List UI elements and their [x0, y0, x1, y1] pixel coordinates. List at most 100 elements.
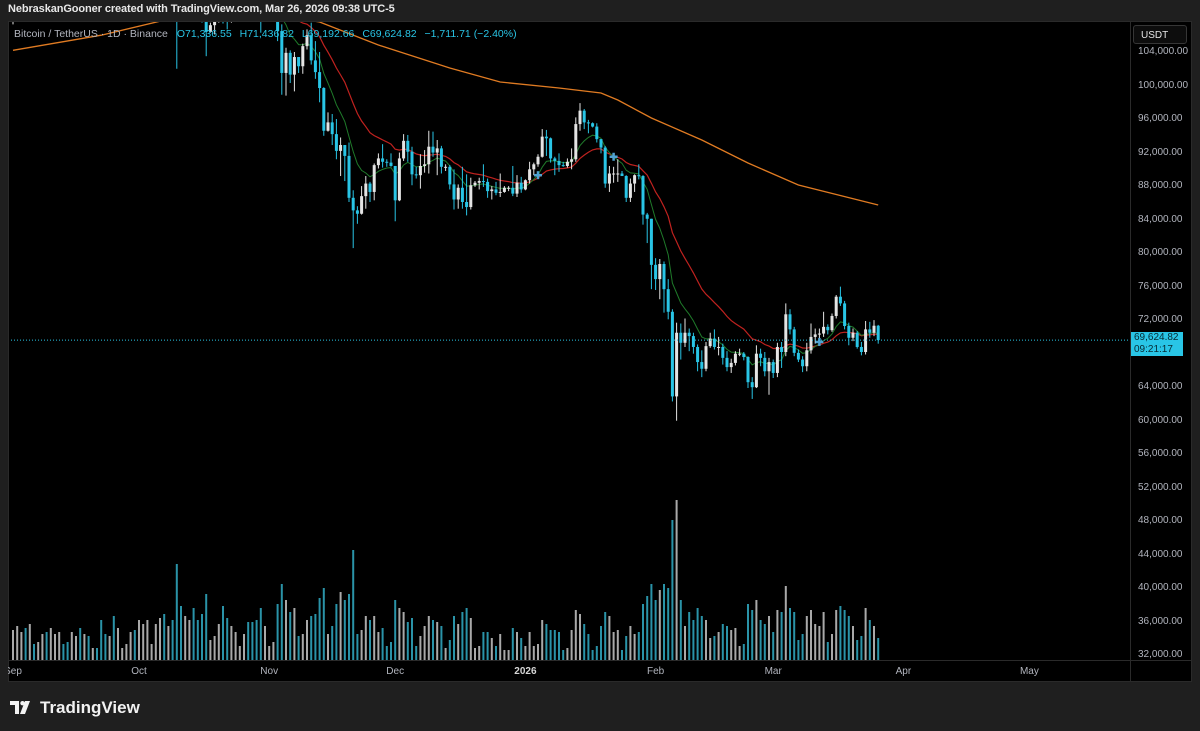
volume-bar [154, 624, 157, 660]
candle-body [515, 182, 519, 194]
volume-bar [625, 636, 628, 660]
volume-bar [66, 642, 69, 660]
volume-bar [679, 600, 682, 660]
volume-bar [58, 632, 61, 660]
volume-bar [146, 620, 149, 660]
candle-body [717, 346, 721, 348]
volume-bar [486, 632, 489, 660]
candle-body [553, 158, 557, 161]
volume-bar [377, 632, 380, 660]
volume-bar [385, 646, 388, 660]
volume-bar [700, 616, 703, 660]
last-price-value: 69,624.82 [1134, 332, 1179, 344]
volume-bar [755, 600, 758, 660]
volume-bar [772, 632, 775, 660]
volume-bar [579, 614, 581, 660]
volume-bar [159, 618, 161, 660]
candle-body [679, 332, 683, 343]
candle-body [406, 140, 410, 152]
volume-bar [163, 614, 166, 660]
candle-body [549, 138, 553, 159]
volume-bar [524, 646, 527, 660]
volume-bar [826, 642, 829, 660]
volume-bar [721, 624, 724, 660]
volume-bar [688, 612, 691, 660]
volume-bar [642, 604, 644, 660]
candle-body [486, 181, 490, 192]
volume-bar [297, 636, 300, 660]
price-tick-label: 32,000.00 [1138, 649, 1183, 661]
volume-bar [637, 632, 640, 660]
symbol-title[interactable]: Bitcoin / TetherUS · 1D · Binance [14, 28, 168, 40]
candle-body [641, 176, 645, 215]
candle-body [313, 60, 317, 73]
candle-body [502, 187, 506, 192]
candle-body [305, 35, 309, 47]
moving-averages [12, 22, 879, 366]
volume-bar [709, 638, 712, 660]
volume-bar [360, 630, 363, 660]
volume-series [12, 500, 880, 660]
time-tick-label: Nov [260, 666, 279, 677]
volume-bar [259, 608, 262, 660]
volume-bar [734, 628, 737, 660]
candle-body [876, 325, 880, 341]
volume-bar [558, 632, 560, 660]
volume-bar [864, 608, 867, 660]
event-marker-icon [534, 171, 542, 180]
volume-bar [112, 616, 115, 660]
volume-bar [667, 588, 670, 660]
volume-bar [499, 634, 502, 660]
candle-body [435, 148, 439, 153]
candle-body [612, 173, 616, 175]
candle-body [494, 189, 498, 193]
volume-bar [356, 634, 359, 660]
candle-body [16, 0, 19, 8]
tradingview-logo[interactable]: TradingView [10, 698, 140, 718]
candle-body [662, 264, 666, 290]
volume-bar [474, 648, 476, 660]
volume-bar [847, 616, 850, 660]
candle-body [222, 0, 225, 15]
volume-bar [381, 628, 384, 660]
volume-bar [528, 632, 531, 660]
volume-bar [192, 608, 195, 660]
time-tick-label: Oct [131, 666, 147, 677]
time-axis[interactable]: Sep Oct Nov Dec 2026 Feb Mar Apr May [8, 661, 1130, 682]
chart-pane[interactable] [8, 21, 1192, 682]
currency-button[interactable]: USDT [1133, 25, 1187, 44]
time-tick-label: Mar [764, 666, 782, 677]
candle-body [334, 134, 338, 151]
event-marker-icon [609, 152, 618, 161]
volume-bar [835, 610, 838, 660]
candle-body [469, 185, 473, 208]
ohlc-low: L69,192.66 [301, 28, 355, 40]
volume-bar [822, 612, 825, 660]
volume-bar [511, 628, 514, 660]
candle-body [217, 0, 220, 13]
volume-bar [276, 604, 279, 660]
volume-bar [415, 646, 418, 660]
volume-bar [62, 644, 65, 660]
candle-body [788, 314, 792, 330]
volume-bar [188, 620, 191, 660]
candle-body [318, 72, 322, 89]
volume-bar [411, 618, 413, 660]
candle-body [465, 202, 469, 208]
candle-body [448, 166, 452, 185]
volume-bar [310, 616, 313, 660]
volume-bar [322, 588, 325, 660]
price-tick-label: 80,000.00 [1138, 247, 1183, 259]
volume-bar [125, 644, 128, 660]
price-tick-label: 96,000.00 [1138, 113, 1183, 125]
candle-body [268, 1, 271, 5]
volume-bar [780, 612, 783, 660]
volume-bar [763, 624, 766, 660]
volume-bar [406, 622, 409, 660]
candle-body [280, 31, 284, 73]
candle-body [616, 173, 620, 175]
volume-bar [814, 624, 817, 660]
volume-bar [20, 632, 23, 660]
volume-bar [352, 550, 355, 660]
price-series [12, 0, 880, 421]
